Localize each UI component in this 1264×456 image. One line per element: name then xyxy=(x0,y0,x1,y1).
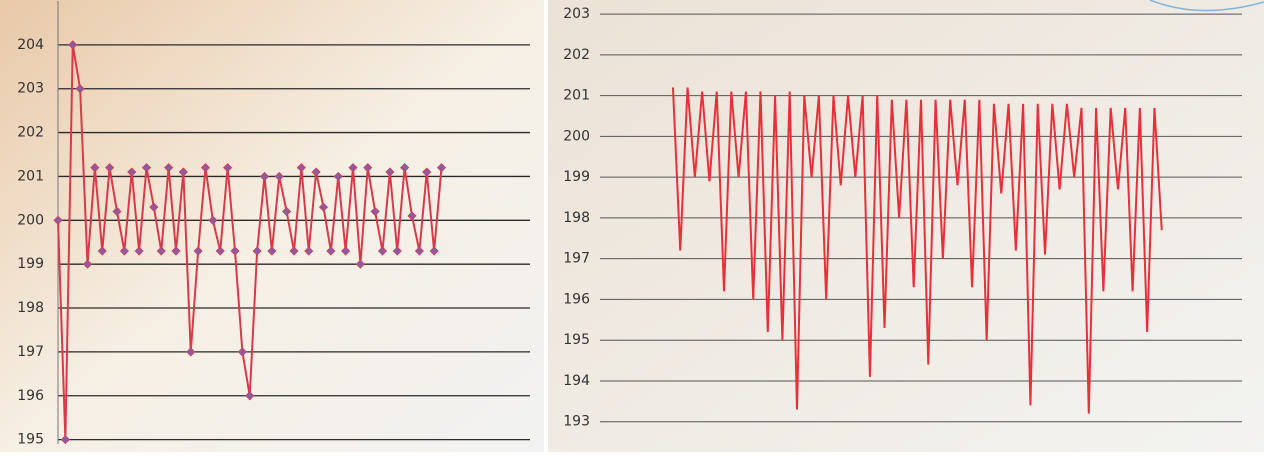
data-marker xyxy=(200,163,211,173)
data-marker xyxy=(385,167,395,177)
data-line xyxy=(671,87,1163,414)
data-marker xyxy=(156,246,166,256)
data-marker xyxy=(377,246,388,256)
y-tick-label: 197 xyxy=(563,251,590,267)
data-marker xyxy=(112,206,122,217)
data-marker xyxy=(171,246,181,256)
data-marker xyxy=(414,246,424,256)
data-marker xyxy=(348,163,358,173)
y-tick-label: 196 xyxy=(17,388,44,404)
data-marker xyxy=(68,40,78,50)
data-marker xyxy=(400,163,410,173)
data-marker xyxy=(326,246,336,256)
y-tick-label: 198 xyxy=(563,210,590,226)
screen-glare xyxy=(1149,0,1264,12)
data-marker xyxy=(97,246,107,256)
data-marker xyxy=(193,246,203,256)
data-marker xyxy=(127,167,137,177)
data-marker xyxy=(429,246,439,256)
y-tick-label: 195 xyxy=(563,332,590,348)
data-marker xyxy=(267,246,277,256)
y-tick-label: 204 xyxy=(17,37,44,53)
data-marker xyxy=(164,163,174,173)
data-marker xyxy=(333,171,343,182)
y-tick-label: 201 xyxy=(17,168,44,184)
data-marker xyxy=(341,246,351,256)
data-marker xyxy=(392,246,402,256)
data-marker xyxy=(318,202,329,212)
data-marker xyxy=(75,84,85,94)
y-tick-label: 203 xyxy=(17,81,44,97)
left-panel xyxy=(0,0,544,452)
y-tick-label: 202 xyxy=(563,47,590,63)
data-marker xyxy=(245,391,255,401)
y-tick-label: 201 xyxy=(563,88,590,104)
data-marker xyxy=(282,206,292,217)
data-marker xyxy=(422,167,432,177)
data-marker xyxy=(208,215,218,225)
data-marker xyxy=(370,206,380,217)
data-marker xyxy=(134,246,144,256)
data-marker xyxy=(311,167,321,177)
data-marker xyxy=(252,246,262,256)
data-marker xyxy=(436,163,447,173)
data-marker xyxy=(223,163,233,173)
data-marker xyxy=(149,202,159,212)
y-tick-label: 197 xyxy=(17,344,44,360)
y-tick-label: 200 xyxy=(563,128,590,144)
y-tick-label: 194 xyxy=(563,373,590,389)
data-marker xyxy=(296,163,306,173)
data-marker xyxy=(274,171,284,182)
data-marker xyxy=(186,347,196,357)
data-marker xyxy=(119,246,129,256)
data-marker xyxy=(355,259,365,269)
data-marker xyxy=(178,167,188,177)
y-tick-label: 202 xyxy=(17,125,44,141)
y-tick-label: 195 xyxy=(17,432,44,448)
y-tick-label: 199 xyxy=(17,256,44,272)
y-tick-label: 196 xyxy=(563,291,590,307)
y-tick-label: 199 xyxy=(563,169,590,185)
data-marker xyxy=(304,246,314,256)
y-tick-label: 200 xyxy=(17,212,44,228)
data-marker xyxy=(230,246,240,256)
data-marker xyxy=(259,171,270,182)
y-tick-label: 203 xyxy=(563,6,590,22)
data-marker xyxy=(363,163,373,173)
data-marker xyxy=(215,246,225,256)
data-marker xyxy=(407,211,417,221)
data-marker xyxy=(141,163,152,173)
data-marker xyxy=(237,347,247,357)
data-marker xyxy=(105,163,115,173)
y-tick-label: 198 xyxy=(17,300,44,316)
data-marker xyxy=(60,435,70,445)
data-marker xyxy=(82,259,93,269)
right-panel xyxy=(548,0,1264,452)
data-marker xyxy=(289,246,299,256)
data-marker xyxy=(53,215,63,225)
y-tick-label: 193 xyxy=(563,414,590,430)
data-marker xyxy=(90,163,100,173)
